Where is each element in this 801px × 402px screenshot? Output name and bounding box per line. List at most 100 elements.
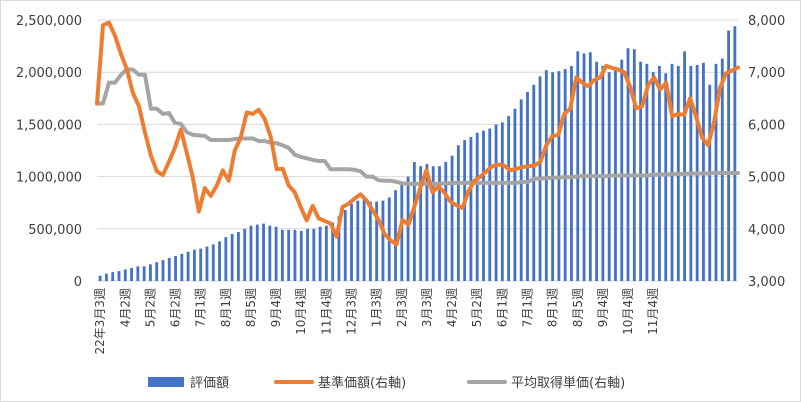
bar-valuation [438, 166, 441, 281]
bar-valuation [174, 255, 177, 281]
bar-valuation [400, 182, 404, 281]
bar-valuation [450, 155, 454, 281]
legend-label: 評価額 [190, 376, 229, 391]
x-tick-label: 2月3週 [395, 288, 409, 327]
bar-valuation [406, 176, 410, 281]
x-tick-label: 4月2週 [445, 288, 459, 327]
bar-valuation [632, 49, 636, 282]
bar-valuation [526, 92, 529, 281]
bar-valuation [494, 124, 498, 282]
bar-valuation [368, 201, 372, 281]
y-right-tick-label: 3,000 [748, 275, 785, 290]
bar-valuation [664, 73, 668, 282]
x-tick-label: 12月3週 [345, 288, 359, 335]
y-right-tick-label: 6,000 [748, 118, 785, 133]
bar-valuation [142, 266, 146, 281]
y-axis-left: 0 500,000 1,000,000 1,500,000 2,000,000 2,500… [16, 14, 82, 290]
line-nav [95, 20, 740, 247]
line-average-cost [95, 67, 740, 186]
bar-valuation [299, 230, 303, 281]
bar-valuation [683, 51, 686, 281]
bar-valuation [199, 248, 203, 281]
bar-valuation [343, 210, 347, 281]
bar-valuation [513, 108, 517, 282]
legend-item-nav: 基準価額(右軸) [274, 375, 406, 391]
bar-valuation [425, 164, 429, 281]
bar-valuation [230, 234, 234, 281]
bar-valuation [180, 253, 184, 281]
x-tick-label: 8月1週 [546, 288, 560, 327]
x-tick-label: 8月5週 [244, 288, 258, 327]
x-axis: 22年3月3週 4月2週 5月2週 6月2週 7月1週 8月1週 8月5週 9月4週 10月4週… [93, 288, 660, 355]
bar-valuation [444, 161, 448, 281]
bar-valuation [570, 65, 573, 281]
x-tick-label: 8月1週 [219, 288, 233, 327]
bar-valuation [268, 225, 272, 281]
bar-valuation [312, 228, 316, 281]
bar-valuation [318, 226, 322, 281]
bar-valuation [205, 246, 209, 281]
legend-item-average-cost: 平均取得単価(右軸) [467, 375, 625, 391]
bar-valuation [331, 222, 335, 281]
x-tick-label: 7月1週 [194, 288, 208, 327]
bar-valuation [482, 130, 485, 281]
bar-valuation [149, 264, 152, 281]
bar-valuation [469, 136, 473, 281]
bar-valuation [255, 224, 259, 281]
x-tick-label: 11月4週 [646, 288, 660, 335]
legend-label: 基準価額(右軸) [318, 375, 406, 391]
x-tick-label: 10月4週 [621, 288, 635, 335]
bar-valuation [500, 122, 504, 281]
grid-lines [97, 19, 738, 282]
bar-valuation [582, 53, 586, 281]
x-tick-label: 10月4週 [294, 288, 308, 335]
x-tick-label: 9月4週 [596, 288, 610, 327]
bar-valuation [595, 61, 599, 282]
bar-valuation [733, 26, 737, 282]
x-tick-label: 5月2週 [143, 288, 157, 327]
bar-valuation [186, 251, 190, 281]
y-axis-right: 3,000 4,000 5,000 6,000 7,000 8,000 [748, 14, 785, 290]
bar-valuation [293, 229, 297, 281]
bar-valuation [356, 200, 360, 281]
bar-valuation [488, 128, 492, 281]
y-right-tick-label: 8,000 [748, 14, 785, 29]
bar-valuation [463, 140, 467, 281]
bar-valuation [381, 200, 385, 281]
bar-valuation [211, 244, 215, 281]
x-tick-label: 11月4週 [319, 288, 333, 335]
x-tick-label: 8月5週 [571, 288, 585, 327]
x-tick-label: 6月1週 [495, 288, 509, 327]
bar-valuation [236, 231, 240, 281]
bar-valuation [412, 161, 416, 281]
bar-valuation [130, 267, 133, 281]
bar-valuation [274, 226, 278, 281]
y-left-tick-label: 2,000,000 [16, 66, 82, 81]
bar-valuation [708, 84, 712, 281]
y-right-tick-label: 4,000 [748, 223, 785, 238]
bar-valuation [224, 237, 228, 281]
bar-valuation [218, 241, 221, 281]
bar-valuation [161, 260, 165, 281]
bar-valuation [280, 229, 284, 281]
bar-valuation [588, 52, 592, 281]
bar-valuation [350, 203, 353, 281]
y-left-tick-label: 500,000 [28, 223, 82, 238]
bar-valuation [117, 271, 121, 281]
bar-valuation [249, 225, 253, 281]
bar-valuation [645, 63, 649, 281]
bar-valuation [519, 99, 523, 281]
line-series [95, 20, 740, 247]
bar-valuation [639, 61, 643, 282]
bar-valuation [544, 70, 548, 281]
bar-valuation [431, 166, 435, 281]
bar-valuation [105, 273, 108, 281]
x-tick-label: 3月3週 [420, 288, 434, 327]
bar-valuation [375, 201, 379, 281]
bar-valuation [111, 272, 115, 281]
bar-valuation [626, 48, 630, 281]
legend: 評価額 基準価額(右軸) 平均取得単価(右軸) [148, 375, 625, 391]
bar-valuation [324, 225, 328, 281]
y-right-tick-label: 7,000 [748, 66, 785, 81]
